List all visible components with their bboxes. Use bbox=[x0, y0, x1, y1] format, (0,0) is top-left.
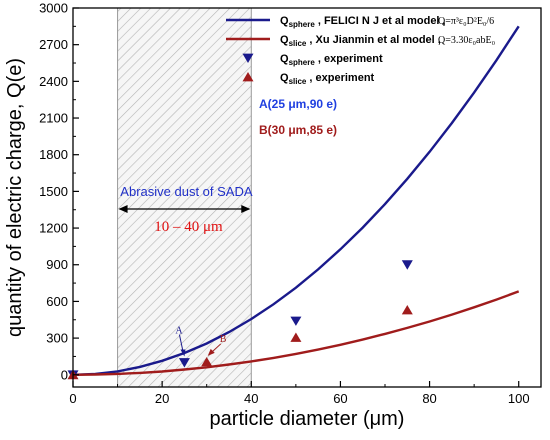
data-point-sphere-experiment bbox=[401, 260, 413, 270]
x-tick-label: 100 bbox=[508, 391, 530, 406]
legend-marker-slice bbox=[242, 72, 254, 82]
x-axis-label: particle diameter (μm) bbox=[210, 408, 405, 430]
legend-entry-label: Qsphere , FELICI N J et al model , bbox=[280, 15, 446, 29]
point-b-arrow-head bbox=[207, 348, 215, 356]
plot-frame bbox=[72, 7, 542, 388]
shaded-region bbox=[117, 8, 252, 387]
legend-entry-label: Qsphere , experiment bbox=[280, 53, 383, 67]
shaded-region-range-label: 10 – 40 μm bbox=[154, 219, 223, 235]
y-tick-label: 1800 bbox=[39, 147, 68, 162]
x-tick-label: 80 bbox=[422, 391, 436, 406]
point-b-label: B bbox=[220, 334, 227, 345]
x-tick-label: 60 bbox=[333, 391, 347, 406]
data-point-sphere-experiment bbox=[178, 358, 190, 368]
x-tick-label: 0 bbox=[69, 391, 76, 406]
legend-marker-sphere bbox=[242, 53, 254, 63]
legend-formula: Q=π³ε₀D²E₀/6 bbox=[438, 16, 494, 27]
annotation-a-text: A(25 μm,90 e) bbox=[259, 97, 337, 111]
range-arrow-head-right bbox=[241, 205, 251, 213]
series-line-slice bbox=[72, 290, 520, 376]
y-tick-label: 1200 bbox=[39, 221, 68, 236]
y-tick-label: 900 bbox=[46, 257, 68, 272]
data-point-slice-experiment bbox=[401, 305, 413, 315]
data-point-slice-experiment bbox=[290, 332, 302, 342]
y-tick-label: 0 bbox=[61, 367, 68, 382]
y-tick-label: 1500 bbox=[39, 184, 68, 199]
shaded-region-label: Abrasive dust of SADA bbox=[120, 184, 253, 199]
point-a-arrow-head bbox=[180, 349, 186, 357]
data-point-slice-experiment bbox=[201, 357, 213, 367]
y-axis-label: quantity of electric charge, Q(e) bbox=[4, 58, 26, 337]
data-point-sphere-experiment bbox=[290, 316, 302, 326]
point-a-label: A bbox=[175, 326, 183, 337]
y-tick-label: 3000 bbox=[39, 1, 68, 16]
y-tick-label: 2100 bbox=[39, 111, 68, 126]
x-tick-label: 20 bbox=[155, 391, 169, 406]
annotation-b-text: B(30 μm,85 e) bbox=[259, 123, 337, 137]
y-tick-label: 2400 bbox=[39, 74, 68, 89]
series-line-sphere bbox=[72, 25, 520, 376]
legend-entry-label: Qslice , Xu Jianmin et al model , bbox=[280, 34, 441, 48]
y-tick-label: 300 bbox=[46, 331, 68, 346]
x-tick-label: 40 bbox=[244, 391, 258, 406]
legend-formula: Q=3.30ε₀abE₀ bbox=[438, 35, 496, 46]
legend-entry-label: Qslice , experiment bbox=[280, 72, 375, 86]
range-arrow-head-left bbox=[118, 205, 128, 213]
y-tick-label: 600 bbox=[46, 294, 68, 309]
y-tick-label: 2700 bbox=[39, 37, 68, 52]
